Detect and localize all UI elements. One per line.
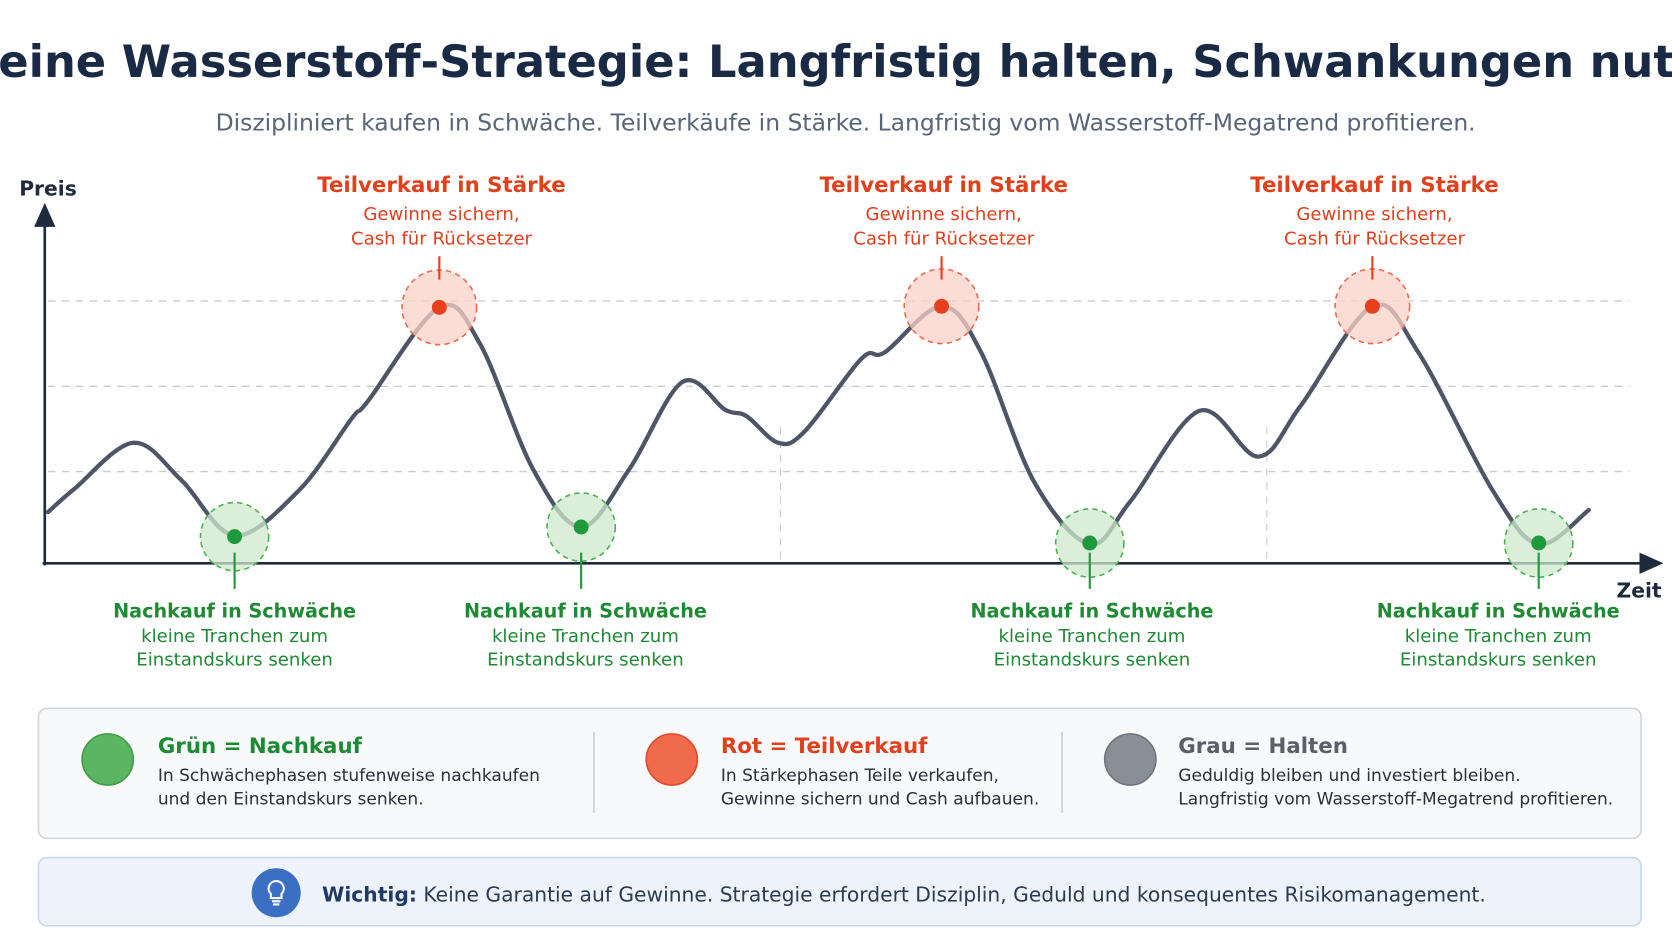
legend-swatch [81, 733, 135, 786]
sell-title: Teilverkauf in Stärke [819, 173, 1067, 198]
sell-text: Gewinne sichern, [1296, 204, 1452, 225]
sell-text: Cash für Rücksetzer [853, 228, 1034, 249]
grid [47, 300, 1630, 562]
note-label: Wichtig: [322, 882, 417, 906]
legend-text: In Schwächephasen stufenweise nachkaufen [158, 766, 540, 786]
sell-dot [1364, 298, 1380, 314]
bulb-icon [267, 879, 285, 906]
y-axis-label: Preis [19, 176, 77, 200]
sell-title: Teilverkauf in Stärke [317, 173, 565, 198]
sell-dot [934, 298, 950, 314]
legend-text: und den Einstandskurs senken. [158, 789, 424, 809]
legend-text: Geduldig bleiben und investiert bleiben. [1178, 766, 1520, 786]
legend-title: Grau = Halten [1178, 734, 1348, 759]
buy-text: Einstandskurs senken [994, 650, 1191, 671]
buy-text: kleine Tranchen zum [492, 626, 679, 647]
x-axis-label: Zeit [1617, 578, 1662, 602]
sell-title: Teilverkauf in Stärke [1250, 173, 1498, 198]
legend-title: Grün = Nachkauf [158, 734, 363, 759]
sell-dot [431, 299, 447, 315]
buy-text: Einstandskurs senken [1400, 650, 1597, 671]
buy-text: kleine Tranchen zum [998, 626, 1185, 647]
buy-text: kleine Tranchen zum [141, 626, 328, 647]
note-text: Keine Garantie auf Gewinne. Strategie er… [423, 882, 1485, 906]
legend-box [37, 707, 1642, 840]
buy-dot [1082, 535, 1098, 551]
buy-dot [227, 529, 243, 545]
note-icon [251, 868, 301, 918]
sell-text: Cash für Rücksetzer [351, 228, 532, 249]
legend-text: Langfristig vom Wasserstoff-Megatrend pr… [1178, 789, 1613, 809]
price-curve [45, 302, 1591, 547]
legend-swatch [645, 733, 699, 786]
buy-text: Einstandskurs senken [136, 650, 333, 671]
buy-title: Nachkauf in Schwäche [464, 600, 707, 623]
sell-text: Cash für Rücksetzer [1284, 228, 1465, 249]
sell-text: Gewinne sichern, [363, 204, 519, 225]
legend-swatch [1103, 733, 1157, 786]
title: Meine Wasserstoff-Strategie: Langfristig… [0, 35, 1672, 88]
buy-text: Einstandskurs senken [487, 650, 684, 671]
sell-text: Gewinne sichern, [866, 204, 1022, 225]
legend-text: In Stärkephasen Teile verkaufen, [721, 766, 999, 786]
note-box [37, 856, 1642, 927]
buy-dot [573, 519, 589, 535]
buy-dot [1531, 535, 1547, 551]
buy-title: Nachkauf in Schwäche [970, 600, 1213, 623]
note: Wichtig: Keine Garantie auf Gewinne. Stra… [322, 882, 1486, 906]
buy-title: Nachkauf in Schwäche [1377, 600, 1620, 623]
legend-title: Rot = Teilverkauf [721, 734, 928, 759]
legend: Grün = Nachkauf In Schwächephasen stufenw… [81, 733, 1613, 809]
buy-title: Nachkauf in Schwäche [113, 600, 356, 623]
buy-text: kleine Tranchen zum [1405, 626, 1592, 647]
legend-text: Gewinne sichern und Cash aufbauen. [721, 789, 1039, 809]
subtitle: Diszipliniert kaufen in Schwäche. Teilve… [216, 108, 1476, 136]
points: Teilverkauf in Stärke Gewinne sichern, Cas… [113, 173, 1620, 670]
